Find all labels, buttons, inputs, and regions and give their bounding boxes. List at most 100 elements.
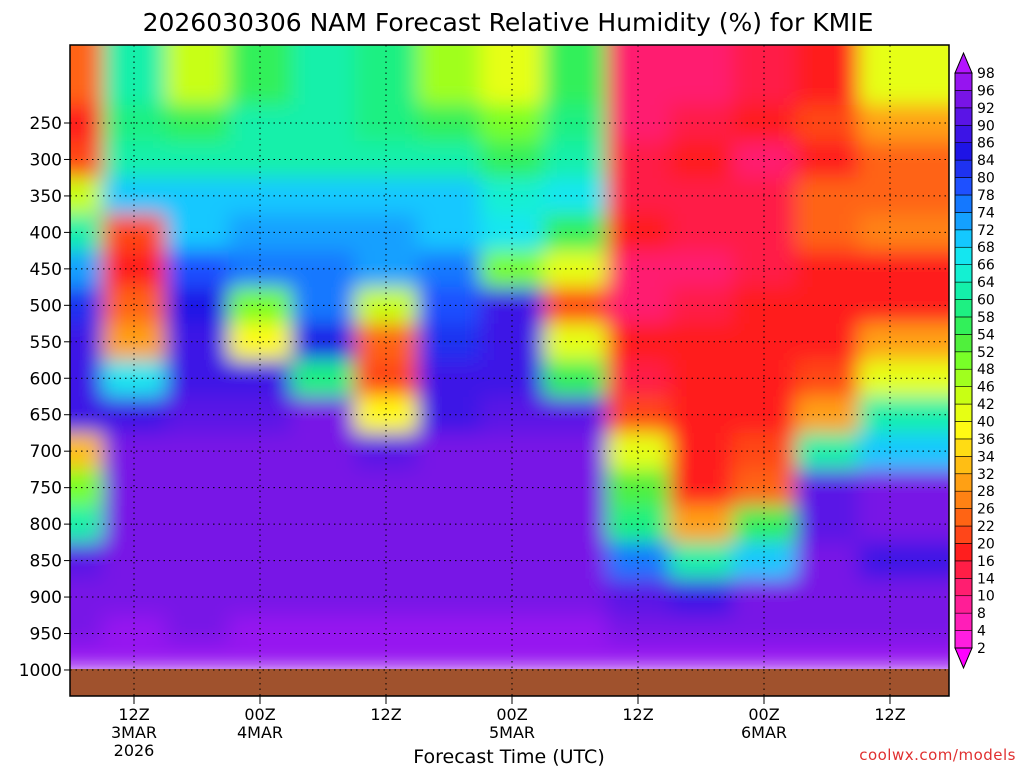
colorbar-bin bbox=[954, 403, 973, 422]
rh-cell bbox=[795, 542, 859, 580]
colorbar-bin bbox=[954, 421, 973, 440]
rh-cell bbox=[543, 104, 607, 142]
colorbar-label: 58 bbox=[977, 310, 995, 326]
colorbar-label: 48 bbox=[977, 362, 995, 378]
rh-cell bbox=[858, 432, 949, 470]
y-tick-label: 700 bbox=[30, 442, 62, 462]
rh-cell bbox=[102, 469, 166, 507]
rh-cell bbox=[543, 323, 607, 361]
rh-cell bbox=[543, 469, 607, 507]
plot-area bbox=[70, 45, 949, 669]
rh-cell bbox=[669, 360, 733, 397]
colorbar-label: 20 bbox=[977, 536, 995, 552]
colorbar-label: 42 bbox=[977, 397, 995, 413]
colorbar-bin bbox=[954, 264, 973, 283]
rh-cell bbox=[543, 141, 607, 179]
y-tick-label: 250 bbox=[30, 114, 62, 134]
rh-cell bbox=[669, 104, 733, 142]
credit-text: coolwx.com/models bbox=[859, 746, 1016, 764]
rh-cell bbox=[795, 323, 859, 361]
rh-cell bbox=[291, 45, 355, 106]
rh-cell bbox=[669, 323, 733, 361]
rh-cell bbox=[417, 141, 481, 179]
rh-cell bbox=[417, 432, 481, 470]
rh-cell bbox=[858, 505, 949, 543]
rh-cell bbox=[858, 542, 949, 580]
colorbar-label: 98 bbox=[977, 66, 995, 82]
rh-cell bbox=[165, 615, 229, 644]
rh-cell bbox=[70, 45, 103, 106]
rh-cell bbox=[669, 287, 733, 325]
rh-cell bbox=[858, 396, 949, 434]
rh-cell bbox=[543, 287, 607, 325]
colorbar-label: 90 bbox=[977, 118, 995, 134]
rh-cell bbox=[795, 287, 859, 325]
rh-cell bbox=[858, 250, 949, 288]
rh-cell bbox=[417, 250, 481, 288]
colorbar-bin bbox=[954, 229, 973, 248]
colorbar-bin bbox=[954, 299, 973, 318]
colorbar-label: 16 bbox=[977, 554, 995, 570]
rh-cell bbox=[858, 104, 949, 142]
colorbar-label: 40 bbox=[977, 414, 995, 430]
rh-cell bbox=[417, 323, 481, 361]
rh-cell bbox=[858, 360, 949, 397]
rh-cell bbox=[669, 250, 733, 288]
colorbar-bin bbox=[954, 490, 973, 509]
y-tick-label: 500 bbox=[30, 296, 62, 316]
rh-cell bbox=[102, 360, 166, 397]
colorbar-bin bbox=[954, 473, 973, 492]
colorbar-bin bbox=[954, 647, 973, 670]
colorbar-bin bbox=[954, 194, 973, 213]
rh-cell bbox=[417, 615, 481, 644]
rh-cell bbox=[417, 214, 481, 252]
colorbar-bin bbox=[954, 281, 973, 300]
colorbar-label: 68 bbox=[977, 240, 995, 256]
colorbar-label: 84 bbox=[977, 153, 995, 169]
colorbar-label: 74 bbox=[977, 205, 995, 221]
colorbar-bin bbox=[954, 560, 973, 579]
rh-cell bbox=[795, 396, 859, 434]
colorbar-label: 72 bbox=[977, 223, 995, 239]
colorbar-bin bbox=[954, 386, 973, 405]
rh-cell bbox=[543, 360, 607, 397]
x-tick-sublabel: 4MAR bbox=[237, 723, 283, 742]
x-tick-sublabel: 5MAR bbox=[489, 723, 535, 742]
ground-surface bbox=[70, 669, 949, 696]
y-tick-label: 300 bbox=[30, 150, 62, 170]
x-tick-label: 00Z bbox=[244, 705, 275, 724]
rh-cell bbox=[669, 615, 733, 644]
colorbar-label: 52 bbox=[977, 345, 995, 361]
colorbar-bin bbox=[954, 159, 973, 178]
colorbar-bin bbox=[954, 351, 973, 370]
rh-cell bbox=[669, 642, 733, 669]
colorbar-bin bbox=[954, 246, 973, 265]
rh-cell bbox=[606, 360, 670, 397]
rh-cell bbox=[858, 323, 949, 361]
colorbar-label: 32 bbox=[977, 467, 995, 483]
chart-title: 2026030306 NAM Forecast Relative Humidit… bbox=[143, 8, 874, 37]
rh-cell bbox=[669, 214, 733, 252]
y-tick-label: 950 bbox=[30, 625, 62, 645]
x-tick-sublabel: 2026 bbox=[114, 741, 155, 760]
y-tick-label: 400 bbox=[30, 223, 62, 243]
colorbar-bin bbox=[954, 212, 973, 231]
rh-cell bbox=[417, 542, 481, 580]
rh-cell bbox=[165, 45, 229, 106]
rh-cell bbox=[417, 360, 481, 397]
rh-cell bbox=[354, 469, 418, 507]
rh-cell bbox=[858, 141, 949, 179]
colorbar-label: 54 bbox=[977, 327, 995, 343]
rh-cell bbox=[858, 177, 949, 215]
y-tick-label: 1000 bbox=[19, 661, 62, 681]
colorbar-label: 28 bbox=[977, 484, 995, 500]
rh-cell bbox=[669, 396, 733, 434]
colorbar-label: 36 bbox=[977, 432, 995, 448]
plot-frame bbox=[69, 44, 950, 697]
rh-cell bbox=[795, 360, 859, 397]
rh-cell bbox=[291, 642, 355, 669]
y-tick-label: 350 bbox=[30, 187, 62, 207]
colorbar-bin bbox=[954, 525, 973, 544]
rh-field bbox=[70, 45, 949, 669]
